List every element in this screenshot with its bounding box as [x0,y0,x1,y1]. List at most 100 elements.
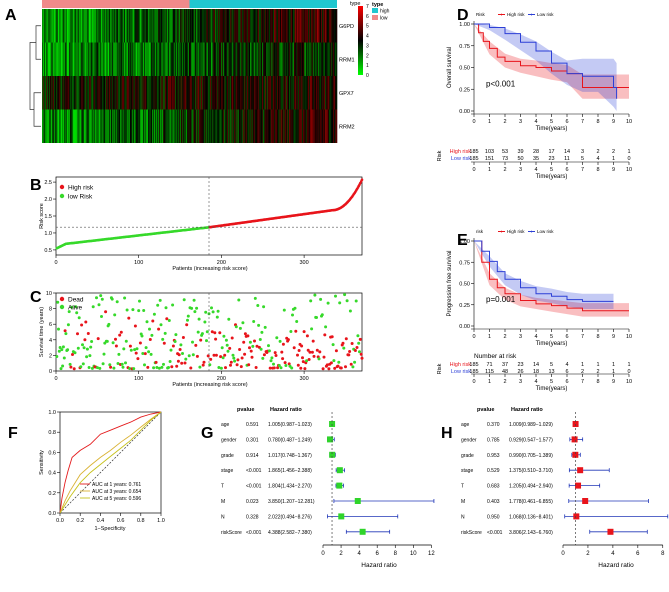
heatmap-cell [52,76,54,110]
heatmap-cell [61,9,64,43]
heatmap-cell [274,109,276,143]
heatmap-cell [84,109,86,143]
heatmap-cell [203,76,205,110]
risk-table-cell: 2 [596,149,599,155]
heatmap-cell [124,42,126,76]
heatmap-cell [274,9,276,43]
heatmap-cell [143,9,145,43]
legend-label: Low risk [537,229,554,234]
heatmap-cell [207,109,209,143]
risk-table-cell: 14 [533,362,539,368]
heatmap-cell [45,9,48,43]
heatmap-cell [189,9,191,43]
hazard-ratio-marker [582,498,589,504]
y-tick-label: 1.0 [48,410,56,416]
heatmap-cell [80,109,82,143]
heatmap-cell [270,9,272,43]
heatmap-cell [98,9,100,43]
heatmap-cell [132,9,134,43]
heatmap-cell [245,9,247,43]
heatmap-cell [165,9,167,43]
heatmap-cell [90,76,92,110]
heatmap-cell [255,42,257,76]
variable-label-age: age [221,422,230,428]
heatmap-cell [215,42,217,76]
heatmap-cell [319,76,321,110]
heatmap-cell [97,42,99,76]
heatmap-cell [66,76,68,110]
risk-table-cell: 14 [564,149,570,155]
heatmap-cell [119,76,121,110]
heatmap-cell [189,109,191,143]
heatmap-cell [219,109,221,143]
survival-point [144,346,148,350]
survival-point [119,330,123,334]
heatmap-cell [120,76,122,110]
risk-table-tick-label: 2 [503,379,506,385]
survival-point [333,366,337,370]
heatmap-cell [213,9,215,43]
heatmap-cell [251,42,253,76]
heatmap-cell [116,42,119,76]
survival-point [193,310,197,314]
heatmap-cell [170,42,172,76]
heatmap-cell [253,76,255,110]
heatmap-cell [71,42,73,76]
heatmap-cell [246,42,249,76]
x-tick-label: 1 [488,119,491,125]
heatmap-cell [245,76,247,110]
heatmap-cell [61,109,64,143]
heatmap-cell [333,9,335,43]
legend-marker: + [500,230,503,236]
heatmap-cell [171,9,173,43]
heatmap-cell [242,109,245,143]
survival-point [115,300,119,304]
heatmap-cell [189,76,191,110]
survival-point [222,334,226,338]
risk-table-tick-label: 4 [534,379,537,385]
survival-point [324,325,328,329]
heatmap-cell [57,42,60,76]
heatmap-cell [105,42,107,76]
heatmap-cell [124,9,127,43]
heatmap-cell [122,109,124,143]
risk-table-title: Number at risk [474,353,517,360]
risk-table-cell: 0 [627,156,630,162]
heatmap-cell [214,109,216,143]
survival-point [68,362,72,366]
heatmap-cell [222,76,224,110]
heatmap-cell [216,9,218,43]
heatmap-cell [301,9,304,43]
heatmap-cell [130,109,132,143]
heatmap-cell [135,76,137,110]
survival-point [219,355,223,359]
heatmap-cell [197,76,199,110]
heatmap-cell [168,76,170,110]
heatmap-cell [59,42,61,76]
panel-letter-a: A [5,7,17,24]
heatmap-cell [320,76,322,110]
heatmap-cell [266,109,268,143]
risk-table-cell: 185 [469,362,478,368]
hazard-ratio-marker [359,528,366,535]
risk-table-tick-label: 7 [581,379,584,385]
heatmap-cell [217,76,219,110]
heatmap-cell [49,9,51,43]
survival-point [98,366,102,370]
heatmap-cell [183,76,185,110]
heatmap-cell [226,109,228,143]
heatmap-cell [172,9,174,43]
survival-point [69,365,73,369]
heatmap-cell [160,9,162,43]
heatmap-cell [245,42,247,76]
heatmap-cell [328,109,330,143]
heatmap-cell [213,76,215,110]
heatmap-cell [304,42,306,76]
heatmap-cell [181,76,183,110]
heatmap-cell [115,109,117,143]
survival-point [97,303,101,307]
heatmap-cell [336,109,338,143]
heatmap-cell [65,109,68,143]
survival-point [247,363,251,367]
survival-point [292,346,296,350]
